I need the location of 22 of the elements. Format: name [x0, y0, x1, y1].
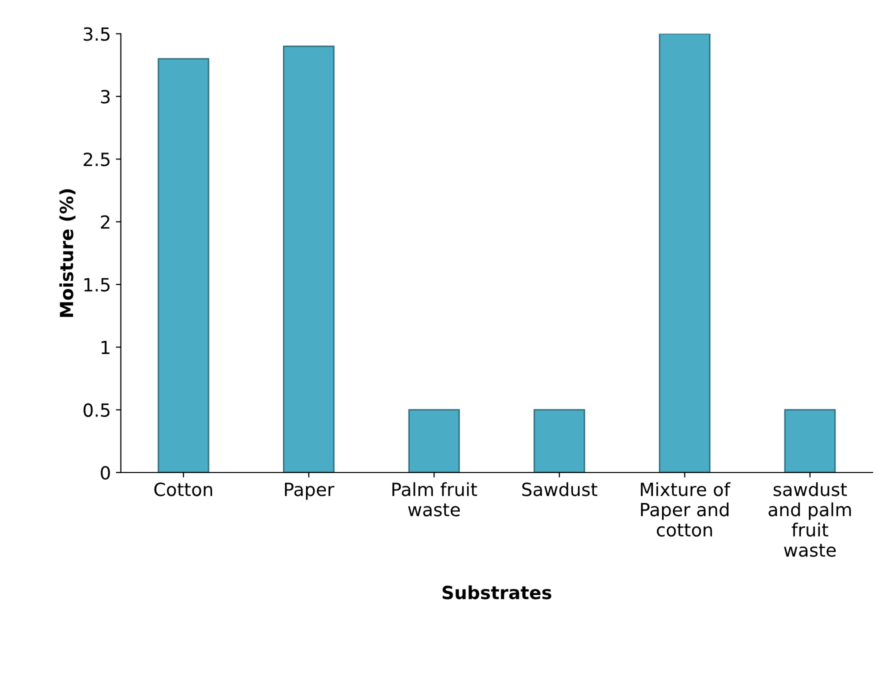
bar: [158, 58, 210, 472]
x-axis-title: Substrates: [442, 585, 552, 600]
x-tick-label: sawdust and palm fruit waste: [768, 482, 851, 557]
y-tick-label: 2: [100, 215, 110, 229]
y-tick-label: 2.5: [84, 152, 110, 166]
bar: [658, 34, 710, 472]
y-tick-label: 3.5: [84, 27, 110, 41]
x-tick-label: Mixture of Paper and cotton: [640, 482, 731, 537]
x-tick-label: Sawdust: [522, 482, 598, 496]
y-tick-label: 1: [102, 340, 110, 354]
y-tick-label: 0.5: [84, 403, 110, 417]
y-axis-title: Moisture (%): [59, 189, 76, 317]
bar: [283, 46, 335, 472]
y-tick-label: 3: [100, 90, 110, 104]
x-tick-label: Cotton: [154, 482, 212, 496]
bar: [408, 409, 460, 472]
bar: [784, 409, 836, 472]
bar: [534, 409, 586, 472]
y-tick-label: 0: [100, 466, 110, 480]
y-tick-label: 1.5: [84, 278, 110, 292]
x-tick-label: Palm fruit waste: [392, 482, 478, 516]
x-tick-label: Paper: [284, 482, 334, 500]
